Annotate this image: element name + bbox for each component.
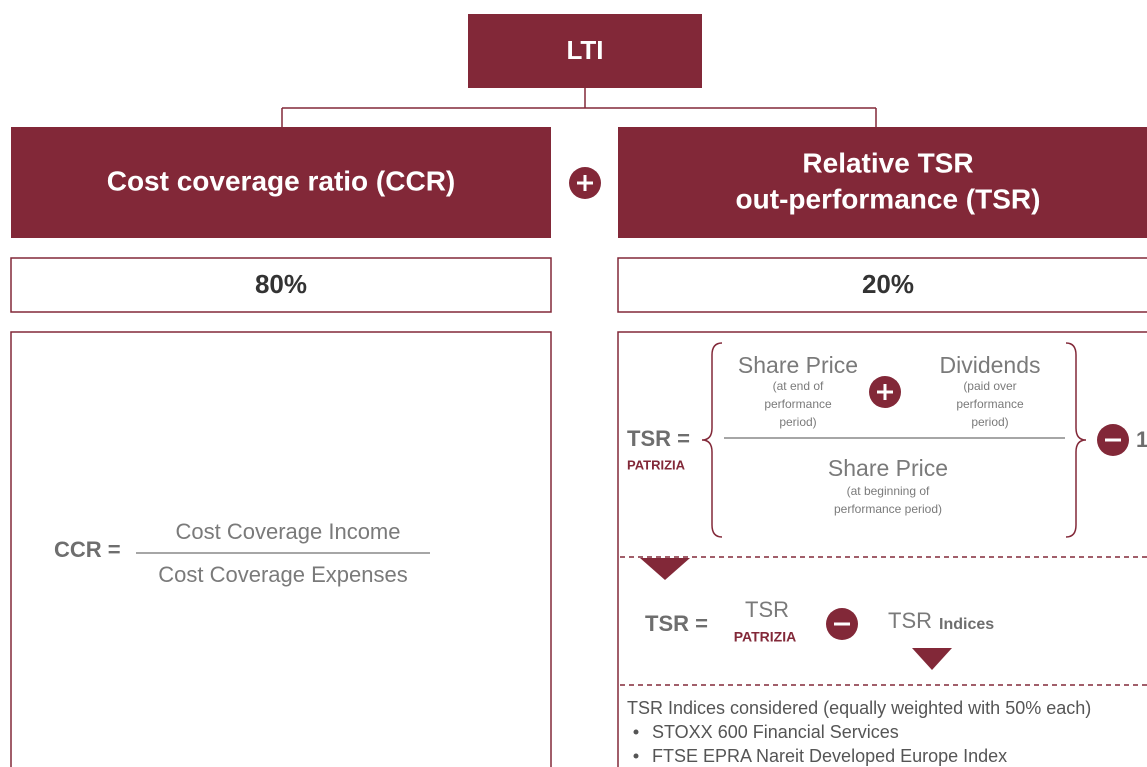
tsr-label: TSR =	[645, 611, 708, 636]
arrow-down	[640, 558, 690, 580]
ccr-box	[10, 331, 552, 767]
term-subscript: Indices	[939, 616, 994, 633]
ccr-header	[11, 127, 551, 238]
minus-value: 1	[1136, 427, 1147, 452]
term-title: Share Price	[828, 455, 948, 481]
bullet	[633, 729, 639, 735]
right-brace	[1065, 342, 1087, 538]
ccr-weight: 80%	[255, 269, 307, 299]
term-note: performance	[764, 397, 832, 411]
term-subscript: PATRIZIA	[734, 629, 796, 645]
numerator: Cost Coverage Income	[176, 519, 401, 544]
lti-box	[468, 14, 702, 88]
plus-sign	[577, 175, 593, 191]
term-title: Dividends	[940, 352, 1041, 378]
index-item: FTSE EPRA Nareit Developed Europe Index	[652, 746, 1007, 766]
left-brace	[701, 342, 723, 538]
term-note: period)	[779, 415, 816, 429]
bullet	[633, 753, 639, 759]
plus-sign	[877, 384, 893, 400]
term-note: period)	[971, 415, 1008, 429]
term-note: performance period)	[834, 502, 942, 516]
ccr-label: CCR =	[54, 537, 121, 562]
denominator: Cost Coverage Expenses	[158, 562, 407, 587]
tsr-weight-box	[617, 257, 1147, 313]
tsr-label: TSR =	[627, 426, 690, 451]
tsr-title-line: out-performance (TSR)	[736, 183, 1041, 214]
term-note: (at end of	[773, 379, 824, 393]
term-note: (paid over	[963, 379, 1016, 393]
tsr-header	[618, 127, 1147, 238]
term-note: (at beginning of	[847, 484, 930, 498]
term-note: performance	[956, 397, 1024, 411]
ccr-weight-box	[10, 257, 552, 313]
index-item: STOXX 600 Financial Services	[652, 722, 899, 742]
tsr-title-line: Relative TSR	[802, 147, 973, 178]
arrow-down	[912, 648, 952, 670]
connector	[281, 88, 877, 127]
term: TSR	[745, 597, 789, 622]
term-title: Share Price	[738, 352, 858, 378]
tsr-weight: 20%	[862, 269, 914, 299]
indices-heading: TSR Indices considered (equally weighted…	[627, 698, 1091, 718]
tsr-subscript: PATRIZIA	[627, 457, 686, 472]
term: TSR	[888, 608, 932, 633]
ccr-title: Cost coverage ratio (CCR)	[107, 165, 456, 196]
lti-title: LTI	[566, 35, 603, 65]
